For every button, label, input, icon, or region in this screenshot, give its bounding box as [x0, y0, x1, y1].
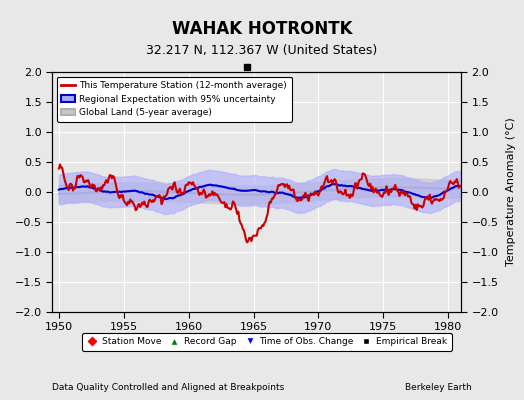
Legend: Station Move, Record Gap, Time of Obs. Change, Empirical Break: Station Move, Record Gap, Time of Obs. C…: [82, 333, 452, 351]
Text: Data Quality Controlled and Aligned at Breakpoints: Data Quality Controlled and Aligned at B…: [52, 383, 285, 392]
Legend: This Temperature Station (12-month average), Regional Expectation with 95% uncer: This Temperature Station (12-month avera…: [57, 76, 292, 122]
Y-axis label: Temperature Anomaly (°C): Temperature Anomaly (°C): [506, 118, 516, 266]
Text: 32.217 N, 112.367 W (United States): 32.217 N, 112.367 W (United States): [146, 44, 378, 57]
Text: WAHAK HOTRONTK: WAHAK HOTRONTK: [172, 20, 352, 38]
Text: Berkeley Earth: Berkeley Earth: [405, 383, 472, 392]
